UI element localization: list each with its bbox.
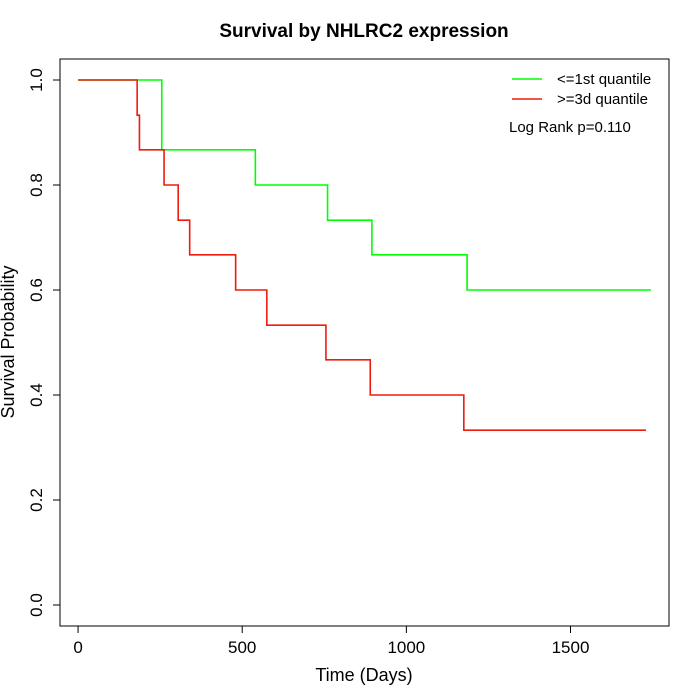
log-rank-annotation: Log Rank p=0.110 xyxy=(509,119,631,136)
legend-label: <=1st quantile xyxy=(557,71,651,88)
y-axis: 0.0 0.2 0.4 0.6 0.8 1.0 xyxy=(27,68,61,617)
y-tick-label: 0.6 xyxy=(27,278,46,302)
plot-frame xyxy=(59,58,670,627)
chart-title: Survival by NHLRC2 expression xyxy=(219,21,508,42)
y-tick-label: 0.0 xyxy=(27,593,46,617)
series-line-high-quantile xyxy=(78,79,647,431)
x-tick-label: 1000 xyxy=(387,638,425,657)
y-tick-label: 0.2 xyxy=(27,488,46,512)
y-tick-label: 1.0 xyxy=(27,68,46,92)
x-axis-title: Time (Days) xyxy=(315,665,412,685)
series-layer xyxy=(78,79,651,431)
y-tick-label: 0.8 xyxy=(27,173,46,197)
x-tick-label: 0 xyxy=(73,638,82,657)
x-tick-label: 500 xyxy=(228,638,256,657)
legend-label: >=3d quantile xyxy=(557,91,648,108)
x-tick-label: 1500 xyxy=(552,638,590,657)
series-line-low-quantile xyxy=(78,79,651,291)
x-axis: 0 500 1000 1500 xyxy=(73,625,590,657)
legend: <=1st quantile >=3d quantile xyxy=(512,71,651,108)
y-axis-title: Survival Probability xyxy=(0,265,18,418)
y-tick-label: 0.4 xyxy=(27,383,46,407)
